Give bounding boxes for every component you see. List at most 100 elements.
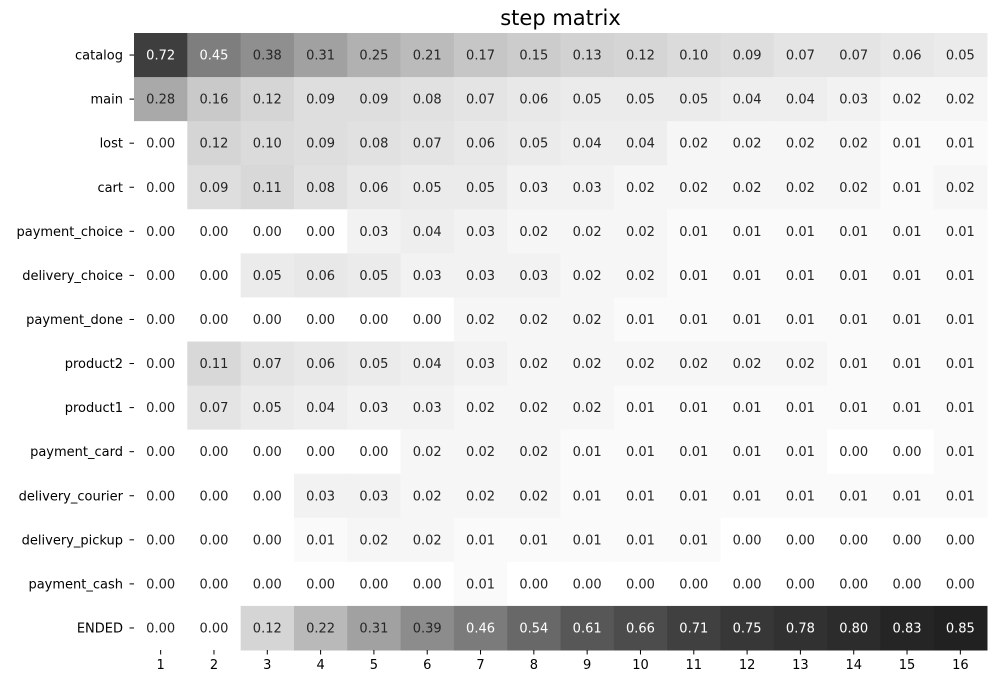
heatmap-cell [293, 165, 348, 210]
heatmap-cell [293, 385, 348, 431]
cell-value-label: 0.08 [413, 93, 442, 108]
cell-value-label: 0.46 [466, 621, 495, 636]
cell-value-label: 0.02 [466, 313, 495, 328]
cell-value-label: 0.01 [893, 313, 922, 328]
cell-value-label: 0.02 [413, 489, 442, 504]
cell-value-label: 0.01 [733, 445, 762, 460]
cell-value-label: 0.00 [786, 577, 815, 592]
x-tick-label: 15 [899, 658, 916, 673]
cell-value-label: 0.02 [733, 181, 762, 196]
cell-value-label: 0.01 [839, 489, 868, 504]
heatmap-cell [720, 121, 775, 166]
cell-value-label: 0.10 [253, 137, 282, 152]
cell-value-label: 0.00 [306, 225, 335, 240]
heatmap-cell [453, 33, 508, 78]
cell-value-label: 0.00 [733, 577, 762, 592]
cell-value-label: 0.00 [306, 313, 335, 328]
heatmap-cell [933, 209, 988, 254]
heatmap-cell [827, 33, 881, 78]
heatmap-cell [293, 561, 348, 607]
heatmap-cell [134, 517, 188, 563]
cell-value-label: 0.05 [413, 181, 442, 196]
heatmap-cell [613, 429, 668, 475]
cell-value-label: 0.01 [839, 269, 868, 284]
x-tick-label: 10 [632, 658, 649, 673]
cell-value-label: 0.38 [253, 49, 282, 64]
cell-value-label: 0.01 [786, 269, 815, 284]
heatmap-cell [400, 77, 455, 122]
heatmap-cell [613, 121, 668, 166]
cell-value-label: 0.05 [626, 93, 655, 108]
heatmap-cell [134, 253, 188, 298]
cell-value-label: 0.02 [679, 357, 708, 372]
cell-value-label: 0.00 [146, 357, 175, 372]
y-tick-label: catalog [75, 49, 123, 64]
cell-value-label: 0.03 [359, 225, 388, 240]
cell-value-label: 0.01 [733, 313, 762, 328]
heatmap-cell [667, 77, 721, 122]
heatmap-cell [400, 605, 455, 651]
heatmap-cell [347, 473, 402, 519]
cell-value-label: 0.01 [946, 401, 975, 416]
heatmap-cell [880, 297, 935, 342]
heatmap-cell [507, 605, 561, 651]
cell-value-label: 0.01 [466, 577, 495, 592]
heatmap-cell [453, 605, 508, 651]
cell-value-label: 0.01 [786, 401, 815, 416]
heatmap-cell [507, 429, 561, 475]
cell-value-label: 0.00 [146, 445, 175, 460]
cell-value-label: 0.01 [626, 401, 655, 416]
heatmap-cell [827, 429, 881, 475]
heatmap-cell [720, 165, 775, 210]
cell-value-label: 0.00 [679, 577, 708, 592]
heatmap-cell [347, 33, 402, 78]
heatmap-cell [134, 33, 188, 78]
cell-value-label: 0.00 [946, 577, 975, 592]
heatmap-cell [187, 429, 242, 475]
heatmap-cell [560, 209, 615, 254]
cell-value-label: 0.01 [946, 269, 975, 284]
cell-value-label: 0.04 [573, 137, 602, 152]
heatmap-cell [827, 561, 881, 607]
x-tick-label: 3 [263, 658, 271, 673]
cell-value-label: 0.00 [253, 577, 282, 592]
cell-value-label: 0.02 [359, 533, 388, 548]
heatmap-cell [293, 605, 348, 651]
heatmap-cell [827, 605, 881, 651]
cell-value-label: 0.17 [466, 49, 495, 64]
cell-value-label: 0.03 [573, 181, 602, 196]
cell-value-label: 0.80 [839, 621, 868, 636]
y-tick-label: cart [97, 181, 123, 196]
x-tick-label: 5 [370, 658, 378, 673]
heatmap-cell [933, 121, 988, 166]
heatmap-cell [293, 297, 348, 342]
cell-value-label: 0.02 [466, 401, 495, 416]
heatmap-cell [933, 517, 988, 563]
cell-value-label: 0.03 [413, 401, 442, 416]
heatmap-cell [347, 605, 402, 651]
heatmap-cell [560, 341, 615, 387]
heatmap-cell [720, 77, 775, 122]
cell-value-label: 0.09 [306, 93, 335, 108]
heatmap-cell [667, 341, 721, 387]
cell-value-label: 0.01 [946, 137, 975, 152]
heatmap-cell [720, 33, 775, 78]
heatmap-cell [773, 297, 828, 342]
cell-value-label: 0.61 [573, 621, 602, 636]
cell-value-label: 0.01 [679, 489, 708, 504]
heatmap-cell [134, 165, 188, 210]
cell-value-label: 0.02 [946, 181, 975, 196]
cell-value-label: 0.01 [626, 313, 655, 328]
heatmap-cell [453, 517, 508, 563]
heatmap-cell [720, 561, 775, 607]
cell-value-label: 0.00 [199, 533, 228, 548]
cell-value-label: 0.01 [786, 313, 815, 328]
cell-value-label: 0.04 [786, 93, 815, 108]
heatmap-cell [347, 297, 402, 342]
x-tick-label: 9 [583, 658, 591, 673]
chart-title: step matrix [500, 6, 621, 30]
cell-value-label: 0.16 [199, 93, 228, 108]
cell-value-label: 0.09 [359, 93, 388, 108]
cell-value-label: 0.00 [253, 533, 282, 548]
cell-value-label: 0.00 [893, 445, 922, 460]
